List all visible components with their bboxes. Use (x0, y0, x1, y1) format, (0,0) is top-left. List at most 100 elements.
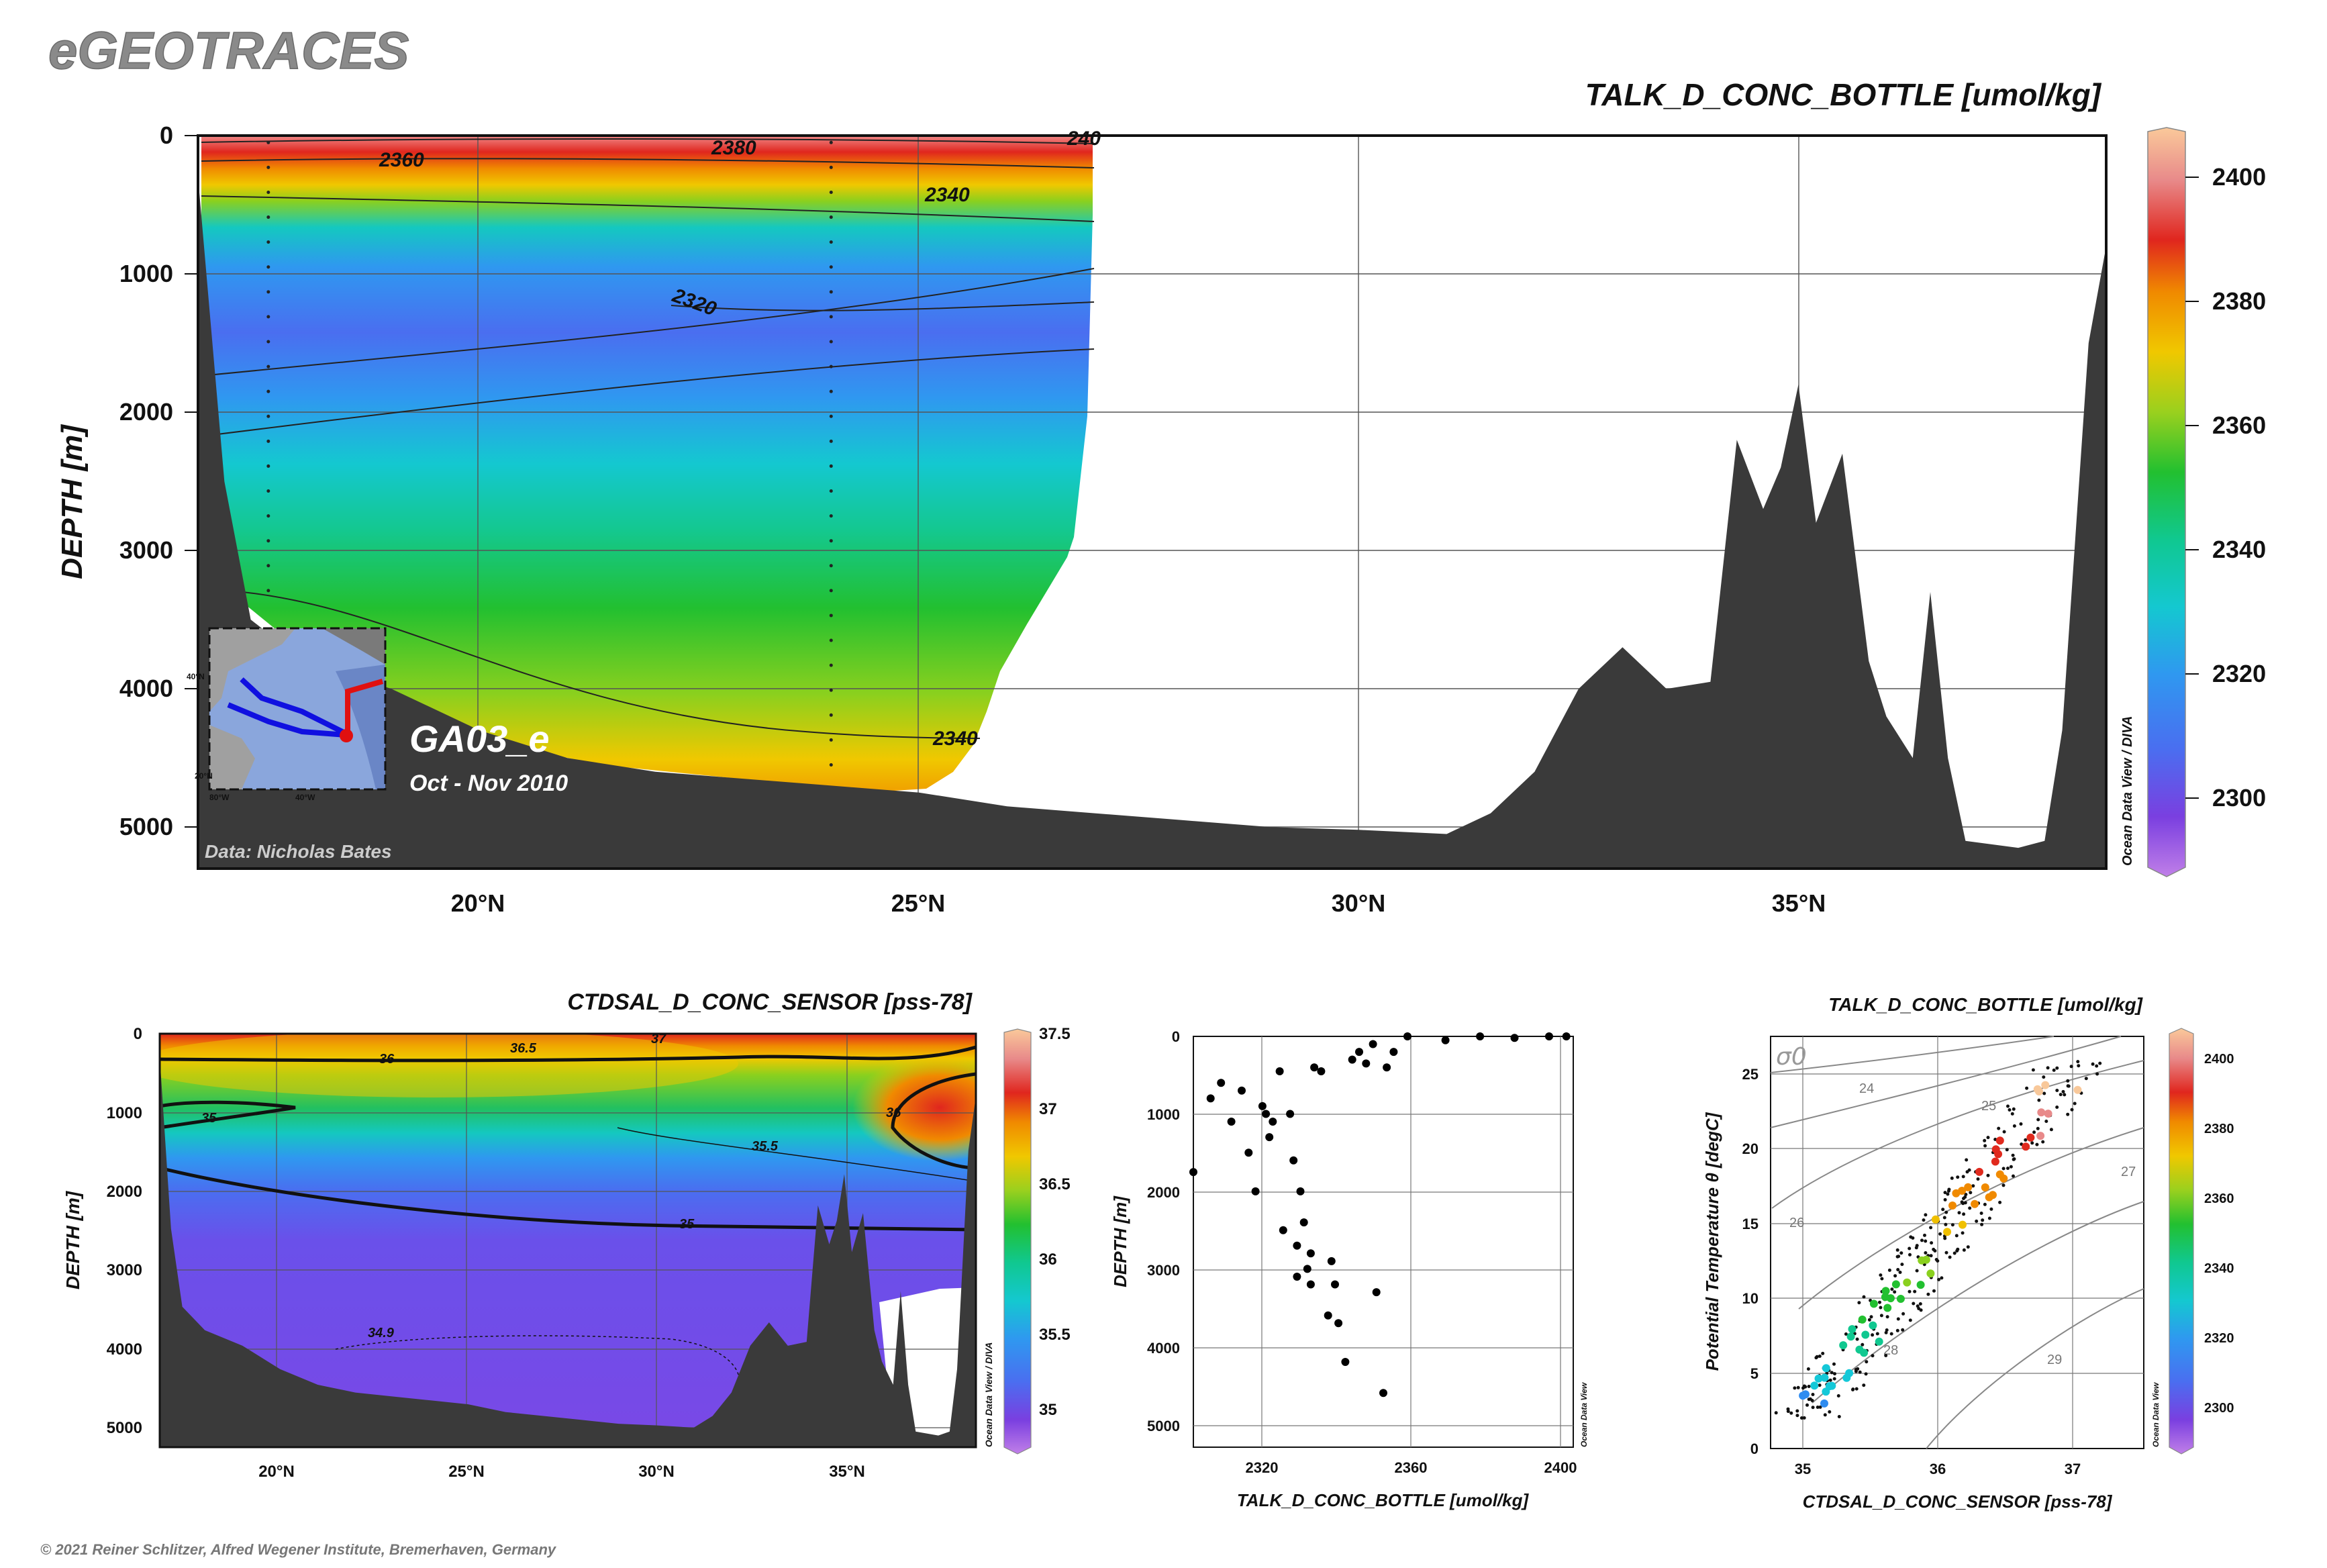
ts-point (1919, 1308, 1923, 1312)
ts-point (1938, 1232, 1942, 1236)
main-yticks: 0 1000 2000 3000 4000 5000 (119, 121, 173, 840)
ts-point (2042, 1091, 2046, 1095)
ts-point (1845, 1369, 1854, 1377)
ts-point (2067, 1084, 2071, 1088)
ts-point (1962, 1248, 1966, 1252)
station-sample-dot (266, 589, 270, 593)
ts-point (2019, 1122, 2023, 1126)
ts-point (2046, 1066, 2050, 1070)
ts-scatter-plot: TALK_D_CONC_BOTTLE [umol/kg] 24 25 26 27… (1702, 994, 2234, 1512)
svg-text:36.5: 36.5 (1039, 1175, 1071, 1193)
ts-point (1796, 1385, 1800, 1389)
svg-text:37: 37 (2065, 1461, 2081, 1477)
ts-point (2006, 1167, 2010, 1170)
ts-point (1971, 1199, 1979, 1208)
svg-text:2340: 2340 (924, 184, 970, 206)
ts-point (2055, 1106, 2059, 1109)
ts-point (2041, 1140, 2045, 1144)
profile-ylabel: DEPTH [m] (1110, 1195, 1130, 1287)
svg-text:2000: 2000 (107, 1183, 142, 1201)
profile-point (1389, 1048, 1398, 1057)
svg-text:36.5: 36.5 (510, 1041, 537, 1056)
ts-point (2055, 1089, 2059, 1092)
profile-point (1324, 1311, 1332, 1320)
ts-point (2073, 1085, 2082, 1094)
station-sample-dot (829, 489, 833, 493)
main-odv-tag: Ocean Data View / DIVA (2120, 716, 2135, 866)
profile-point (1299, 1218, 1308, 1227)
ts-point (1983, 1202, 1987, 1206)
svg-text:3000: 3000 (1147, 1262, 1180, 1279)
svg-text:25: 25 (1981, 1099, 1996, 1114)
ts-point (2035, 1087, 2043, 1095)
ts-plot-area (1770, 1036, 2144, 1449)
salinity-contour-labels: 36.5 37 36 35 36 35.5 35 34.9 (201, 1032, 901, 1340)
station-sample-dot (266, 439, 270, 443)
ts-point (1941, 1208, 1945, 1212)
station-sample-dot (266, 364, 270, 369)
inset-map: 40°N 20°N 80°W 40°W (187, 627, 387, 802)
svg-text:5: 5 (1750, 1365, 1759, 1382)
inset-lon-label: 80°W (209, 793, 230, 802)
ts-point (2084, 1077, 2088, 1081)
ts-point (1869, 1300, 1878, 1308)
ts-point (1811, 1393, 1815, 1396)
ts-point (1962, 1197, 1965, 1200)
ts-point (1929, 1254, 1933, 1258)
ts-point (1965, 1158, 1969, 1162)
station-sample-dot (829, 589, 833, 593)
ts-point (1981, 1183, 1989, 1191)
svg-text:20: 20 (1742, 1140, 1759, 1157)
ts-point (1881, 1287, 1890, 1295)
profile-point (1238, 1086, 1246, 1095)
data-credit: Data: Nicholas Bates (205, 841, 392, 862)
ts-point (2001, 1183, 2006, 1187)
ts-point (1929, 1226, 1933, 1230)
ts-gridlines (1771, 1036, 2144, 1449)
ts-point (1820, 1373, 1829, 1382)
main-ylabel: DEPTH [m] (56, 424, 89, 579)
station-columns (266, 140, 833, 767)
ts-point (1952, 1251, 1957, 1255)
salinity-section-plot: CTDSAL_D_CONC_SENSOR [pss-78] (62, 989, 1071, 1481)
svg-text:26: 26 (1789, 1216, 1804, 1230)
ts-xticks: 35 36 37 (1795, 1461, 2081, 1477)
ts-point (2035, 1142, 2039, 1146)
station-sample-dot (829, 614, 833, 618)
ts-point (2066, 1079, 2070, 1083)
svg-text:4000: 4000 (1147, 1340, 1180, 1357)
svg-text:35°N: 35°N (829, 1463, 865, 1481)
profile-point (1275, 1067, 1284, 1075)
ts-point (1908, 1253, 1912, 1257)
svg-text:2380: 2380 (711, 137, 756, 159)
station-sample-dot (829, 165, 833, 169)
ts-point (1822, 1387, 1830, 1396)
svg-text:2340: 2340 (2212, 536, 2266, 563)
ts-point (1820, 1399, 1828, 1408)
ts-point (2073, 1101, 2077, 1106)
ts-point (1937, 1277, 1941, 1281)
salinity-plot-frame (158, 1032, 977, 1449)
ts-point (1855, 1345, 1864, 1354)
ts-point (1980, 1222, 1984, 1226)
ts-point (1818, 1405, 1822, 1409)
svg-text:37: 37 (1039, 1100, 1057, 1118)
profile-point (1227, 1118, 1236, 1126)
ts-point (1986, 1136, 1990, 1140)
ts-point (1848, 1325, 1856, 1334)
ts-point (1786, 1410, 1790, 1414)
station-sample-dot (829, 539, 833, 543)
ts-point (1985, 1193, 1993, 1202)
ts-point (1896, 1295, 1905, 1303)
ts-point (1986, 1173, 1990, 1177)
ts-point (1948, 1255, 1952, 1259)
ts-point (2001, 1167, 2006, 1171)
bathymetry (198, 177, 2106, 869)
profile-point (1306, 1280, 1315, 1289)
ts-point (1961, 1231, 1965, 1235)
profile-point (1265, 1133, 1274, 1142)
ts-title: TALK_D_CONC_BOTTLE [umol/kg] (1828, 994, 2143, 1015)
ts-point (2012, 1124, 2016, 1128)
svg-text:0: 0 (134, 1025, 142, 1043)
ts-point (2009, 1165, 2013, 1169)
